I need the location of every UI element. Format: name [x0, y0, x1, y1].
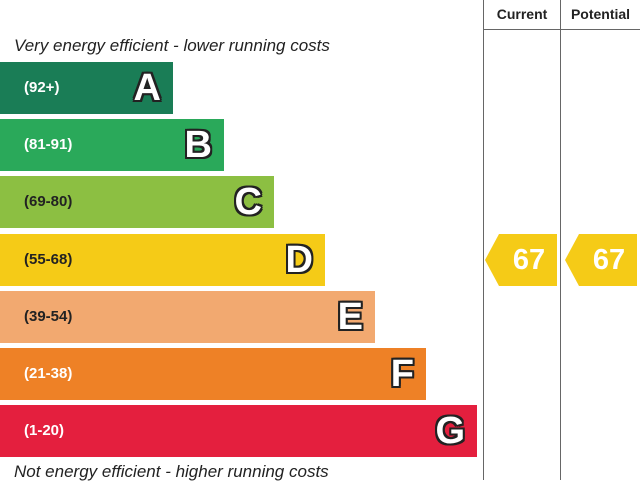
band-c-range: (69-80)	[24, 193, 73, 210]
band-f-letter: F	[390, 353, 414, 395]
current-rating-arrow	[485, 234, 557, 286]
band-g-letter: G	[435, 410, 465, 452]
current-rating-value: 67	[512, 244, 546, 276]
band-g: (1-20) G	[0, 405, 477, 457]
band-a: (92+) A	[0, 62, 173, 114]
header-divider	[483, 29, 640, 30]
band-c: (69-80) C	[0, 176, 274, 228]
band-a-letter: A	[133, 67, 161, 109]
band-e-range: (39-54)	[24, 308, 73, 325]
potential-rating-value: 67	[592, 244, 626, 276]
current-column-divider	[483, 0, 484, 480]
band-d-letter: D	[285, 239, 313, 281]
band-f-range: (21-38)	[24, 365, 73, 382]
potential-column-divider	[560, 0, 561, 480]
band-f: (21-38) F	[0, 348, 426, 400]
band-b-letter: B	[184, 124, 212, 166]
band-d-range: (55-68)	[24, 251, 73, 268]
band-b-range: (81-91)	[24, 136, 73, 153]
top-caption: Very energy efficient - lower running co…	[14, 36, 330, 55]
band-g-range: (1-20)	[24, 422, 65, 439]
band-d: (55-68) D	[0, 234, 325, 286]
band-c-letter: C	[234, 181, 262, 223]
band-a-range: (92+)	[24, 79, 60, 96]
band-b: (81-91) B	[0, 119, 224, 171]
current-rating-marker: 67	[485, 234, 557, 286]
potential-column-header: Potential	[570, 6, 631, 22]
bottom-caption: Not energy efficient - higher running co…	[14, 462, 329, 481]
band-e-letter: E	[337, 296, 363, 338]
current-column-header: Current	[496, 6, 548, 22]
band-e: (39-54) E	[0, 291, 375, 343]
potential-rating-arrow	[565, 234, 637, 286]
potential-rating-marker: 67	[565, 234, 637, 286]
